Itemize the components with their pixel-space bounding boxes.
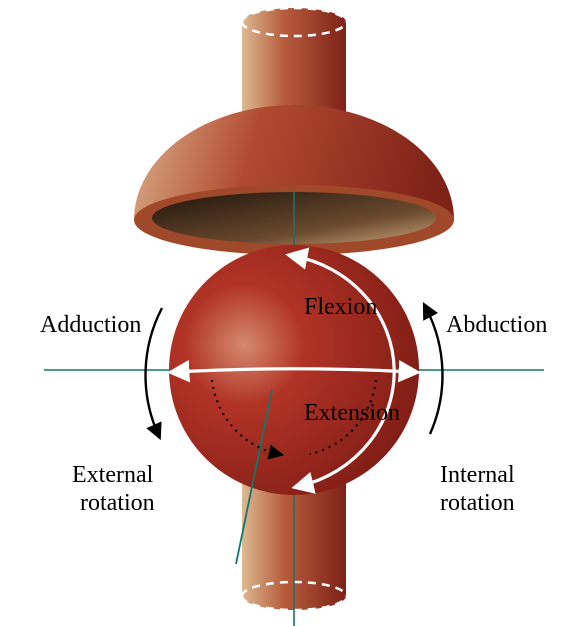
label-external-l1: External (72, 462, 154, 488)
label-adduction: Adduction (40, 312, 141, 338)
label-extension: Extension (304, 400, 400, 426)
label-external-l2: rotation (80, 490, 155, 516)
abduction-curve-arrow (426, 308, 442, 434)
label-flexion: Flexion (304, 294, 377, 320)
label-internal-l2: rotation (440, 490, 515, 516)
label-abduction: Abduction (446, 312, 547, 338)
adduction-curve-arrow (146, 308, 162, 434)
ball-socket-diagram: Flexion Extension Abduction Adduction In… (0, 0, 588, 626)
label-internal-l1: Internal (440, 462, 515, 488)
